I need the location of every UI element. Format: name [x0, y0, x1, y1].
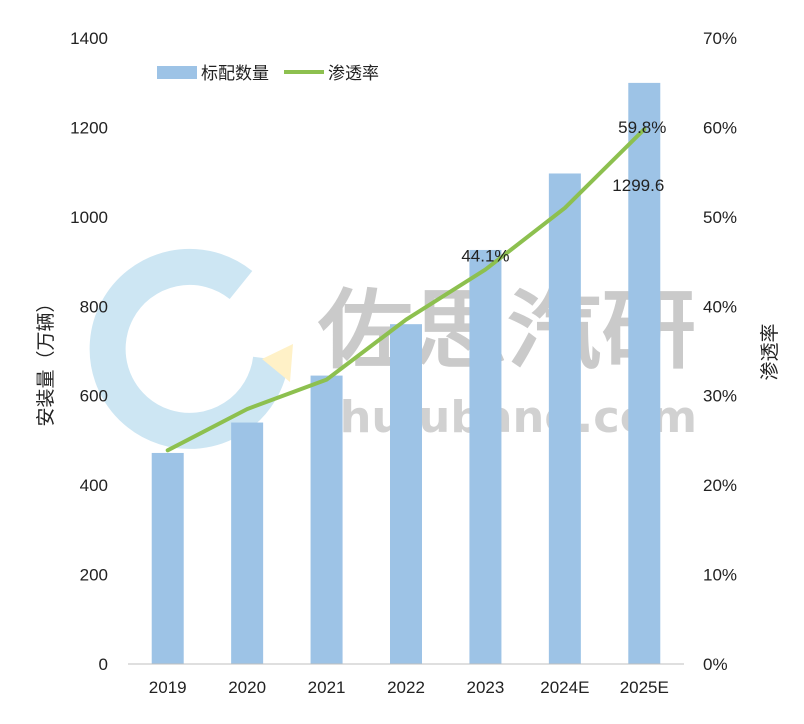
bar-2021	[310, 375, 343, 664]
watermark-logo-icon	[89, 248, 293, 449]
x-tick-labels: 2019 2020 2021 2022 2023 2024E 2025E	[149, 678, 669, 697]
line-series	[165, 127, 647, 453]
y2-tick-10pct: 10%	[703, 566, 737, 585]
bar-2019	[151, 452, 184, 664]
y2-tick-0pct: 0%	[703, 655, 728, 674]
y2-tick-50pct: 50%	[703, 208, 737, 227]
y-tick-800: 800	[80, 297, 108, 316]
y2-tick-60pct: 60%	[703, 118, 737, 137]
legend-label-bar: 标配数量	[201, 64, 269, 84]
x-tick-2019: 2019	[149, 678, 187, 697]
x-tick-2021: 2021	[308, 678, 346, 697]
x-tick-2020: 2020	[228, 678, 266, 697]
bar-2025E	[628, 82, 661, 665]
legend: 标配数量 渗透率	[157, 64, 379, 84]
y-tick-400: 400	[80, 476, 108, 495]
y2-tick-20pct: 20%	[703, 476, 737, 495]
y2-tick-30pct: 30%	[703, 387, 737, 406]
y-tick-labels: 0 200 400 600 800 1000 1200 1400	[70, 29, 108, 674]
y-tick-1400: 1400	[70, 29, 108, 48]
y2-tick-labels: 0% 10% 20% 30% 40% 50% 60% 70%	[703, 29, 737, 674]
y-tick-0: 0	[99, 655, 108, 674]
bar-2022	[390, 324, 422, 664]
y-tick-200: 200	[80, 566, 108, 585]
bar-2020	[231, 422, 264, 664]
legend-label-line: 渗透率	[328, 64, 379, 84]
x-tick-2025E: 2025E	[620, 678, 669, 697]
data-labels: 44.1% 59.8% 1299.6	[461, 118, 666, 265]
bar-series	[151, 82, 661, 665]
y-tick-1000: 1000	[70, 208, 108, 227]
legend-swatch-bar	[157, 66, 197, 79]
penetration-line	[165, 127, 647, 453]
bar-2023	[469, 249, 502, 664]
y-tick-1200: 1200	[70, 118, 108, 137]
data-label-59.8pct: 59.8%	[618, 118, 666, 137]
data-label-44.1pct: 44.1%	[461, 247, 509, 266]
bar-2024E	[548, 173, 581, 664]
y2-axis-title: 渗透率	[759, 323, 781, 380]
x-tick-2024E: 2024E	[540, 678, 589, 697]
data-label-1299.6: 1299.6	[612, 176, 664, 195]
y2-tick-70pct: 70%	[703, 29, 737, 48]
y-axis-title: 安装量（万辆）	[35, 293, 57, 426]
x-tick-2023: 2023	[467, 678, 505, 697]
x-tick-2022: 2022	[387, 678, 425, 697]
y2-tick-40pct: 40%	[703, 297, 737, 316]
y-tick-600: 600	[80, 387, 108, 406]
